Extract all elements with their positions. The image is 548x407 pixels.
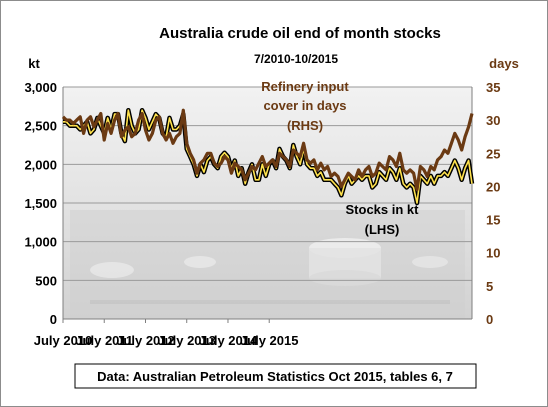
annotation-refinery-line-1: Refinery input: [261, 79, 349, 94]
right-tick-label: 10: [486, 246, 500, 261]
x-tick-label: July 2011: [75, 333, 133, 348]
left-tick-label: 2,500: [24, 119, 57, 134]
left-tick-label: 3,000: [24, 80, 57, 95]
left-tick-label: 500: [35, 273, 57, 288]
left-tick-label: 1,500: [24, 196, 57, 211]
right-tick-labels: 0 5 10 15 20 25 30 35: [486, 80, 500, 327]
left-tick-label: 0: [50, 312, 57, 327]
x-tick-label: July 2013: [157, 333, 216, 348]
right-tick-label: 25: [486, 146, 500, 161]
annotation-stocks: Stocks in kt (LHS): [346, 202, 420, 237]
left-tick-labels: 0 500 1,000 1,500 2,000 2,500 3,000: [24, 80, 57, 327]
right-tick-label: 30: [486, 113, 500, 128]
x-tick-label: July 2012: [116, 333, 175, 348]
chart-subtitle: 7/2010-10/2015: [254, 52, 338, 66]
source-note: Data: Australian Petroleum Statistics Oc…: [74, 363, 477, 389]
left-tick-label: 2,000: [24, 157, 57, 172]
series-group: [61, 107, 475, 206]
right-tick-label: 0: [486, 312, 493, 327]
chart-title: Australia crude oil end of month stocks: [159, 25, 441, 42]
annotation-refinery: Refinery input cover in days (RHS): [261, 79, 349, 133]
annotation-stocks-line-2: (LHS): [365, 222, 400, 237]
right-tick-label: 35: [486, 80, 500, 95]
source-note-text: Data: Australian Petroleum Statistics Oc…: [97, 369, 453, 384]
annotation-refinery-line-2: cover in days: [263, 98, 346, 113]
right-tick-label: 5: [486, 279, 493, 294]
right-tick-label: 20: [486, 179, 500, 194]
annotation-refinery-line-3: (RHS): [287, 118, 323, 133]
right-axis-label: days: [489, 56, 519, 71]
x-tick-label: July 2015: [240, 333, 299, 348]
left-tick-label: 1,000: [24, 235, 57, 250]
source-note-box: [74, 363, 477, 389]
x-tick-label: July 2010: [34, 333, 93, 348]
x-tick-label: July 2014: [199, 333, 258, 348]
series-line-stocks-inner: [63, 109, 473, 204]
right-tick-label: 15: [486, 213, 500, 228]
left-axis-label: kt: [28, 56, 40, 71]
series-line-cover-days: [61, 108, 474, 192]
annotation-stocks-line-1: Stocks in kt: [346, 202, 420, 217]
